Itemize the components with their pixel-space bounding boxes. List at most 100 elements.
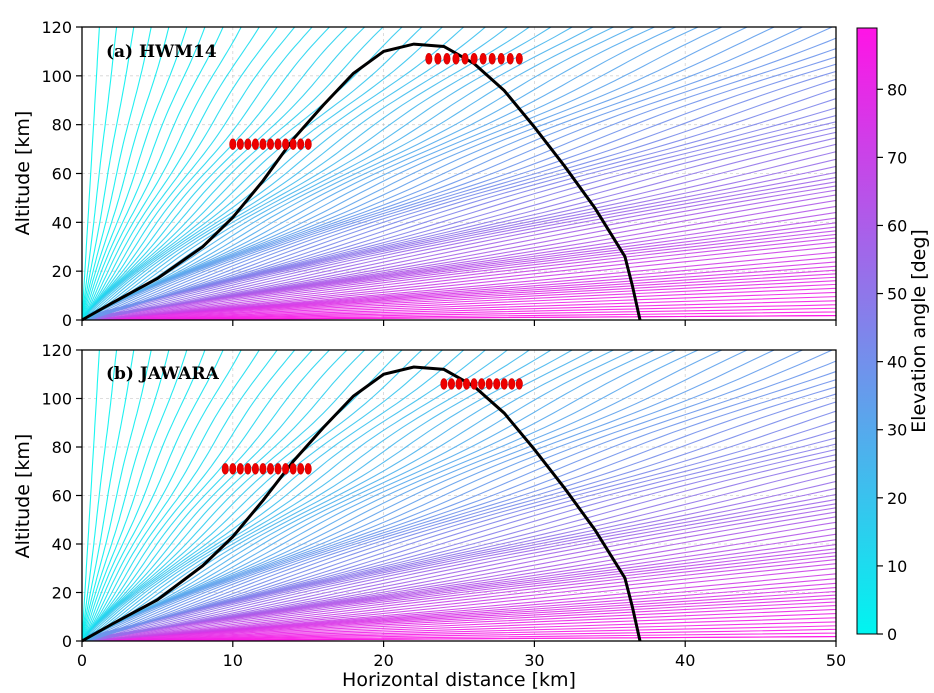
ray-path [82, 27, 242, 320]
ray-path [82, 27, 366, 320]
ray-path [82, 350, 330, 641]
ray-path [82, 114, 836, 320]
marker-point [236, 138, 244, 150]
ray-path [88, 176, 836, 320]
ray-path [93, 567, 836, 641]
x-tick-label: 30 [524, 651, 544, 670]
marker-point [244, 138, 252, 150]
ray-path [82, 27, 330, 320]
ray-path [82, 350, 242, 641]
marker-point [266, 463, 274, 475]
panel-b-y-ticks: 0 20 40 60 80 100 120 [41, 341, 82, 651]
ray-path [82, 27, 118, 320]
panel-a-title: (a) HWM14 [106, 42, 217, 62]
panel-b-y-axis-label: Altitude [km] [12, 434, 34, 559]
marker-point [289, 138, 297, 150]
ray-path [82, 350, 278, 641]
ray-path [82, 443, 836, 641]
marker-point [447, 378, 455, 390]
ray-path [82, 350, 699, 641]
ray-path [82, 544, 836, 641]
x-tick-label: 40 [675, 651, 695, 670]
ray-path [84, 548, 836, 641]
ray-path [82, 350, 403, 641]
colorbar-tick-label: 20 [887, 489, 907, 508]
ray-path [92, 487, 836, 641]
ray-path [92, 165, 836, 320]
ray-path [82, 121, 836, 320]
colorbar-tick-label: 0 [887, 625, 897, 644]
marker-point [229, 138, 237, 150]
y-tick-label: 100 [41, 390, 72, 409]
marker-point [259, 463, 267, 475]
marker-point [266, 138, 274, 150]
marker-point [229, 463, 237, 475]
colorbar-gradient [856, 27, 878, 635]
colorbar-tick-label: 70 [887, 148, 907, 167]
ray-path [82, 350, 655, 641]
colorbar-tick-label: 10 [887, 557, 907, 576]
marker-point [434, 53, 442, 65]
marker-point [282, 138, 290, 150]
ray-path [82, 350, 443, 641]
ray-path [84, 27, 803, 320]
marker-point [479, 53, 487, 65]
ray-path [82, 448, 836, 641]
colorbar: 0 10 20 30 40 50 60 70 80 Elevation angle [deg] [856, 27, 930, 644]
ray-path [89, 573, 836, 641]
ray-path [84, 350, 803, 641]
colorbar-tick-label: 80 [887, 80, 907, 99]
marker-point [440, 378, 448, 390]
ray-path [82, 350, 100, 641]
ray-path [86, 350, 530, 641]
panel-b-ray-paths [82, 350, 836, 641]
ray-path [82, 350, 748, 641]
marker-point [251, 138, 259, 150]
marker-point [251, 463, 259, 475]
ray-path [84, 27, 465, 320]
ray-path [82, 516, 836, 641]
ray-path [82, 350, 135, 641]
marker-point [236, 463, 244, 475]
ray-path [89, 370, 836, 641]
ray-path [90, 473, 836, 641]
y-tick-label: 80 [52, 438, 72, 457]
ray-path [82, 27, 206, 320]
ray-path [82, 27, 443, 320]
ray-path [82, 78, 836, 320]
ray-path [82, 27, 403, 320]
ray-path [85, 350, 486, 641]
y-tick-label: 120 [41, 341, 72, 360]
ray-path [92, 158, 836, 320]
ray-path [82, 27, 775, 320]
ray-path [82, 27, 423, 320]
marker-point [488, 53, 496, 65]
ray-path [86, 465, 836, 641]
ray-path [89, 56, 836, 320]
ray-path [82, 27, 699, 320]
ray-path [82, 539, 836, 641]
ray-path [82, 265, 836, 320]
marker-point [506, 53, 514, 65]
ray-path [82, 459, 836, 641]
ray-path [82, 429, 836, 641]
ray-path [86, 27, 508, 320]
x-tick-label: 20 [373, 651, 393, 670]
marker-point [443, 53, 451, 65]
ray-path [82, 587, 836, 641]
ray-path [82, 350, 224, 641]
marker-point [500, 378, 508, 390]
ray-path [88, 498, 836, 641]
ray-path [82, 27, 152, 320]
ray-path [83, 256, 836, 320]
ray-path [83, 578, 836, 641]
ray-path [95, 559, 836, 641]
ray-path [82, 107, 836, 320]
ray-path [82, 410, 836, 641]
ray-path [95, 563, 836, 641]
ray-path [82, 27, 278, 320]
marker-point [463, 378, 471, 390]
ray-path [82, 350, 152, 641]
x-axis-label: Horizontal distance [km] [342, 669, 576, 691]
marker-point [425, 53, 433, 65]
